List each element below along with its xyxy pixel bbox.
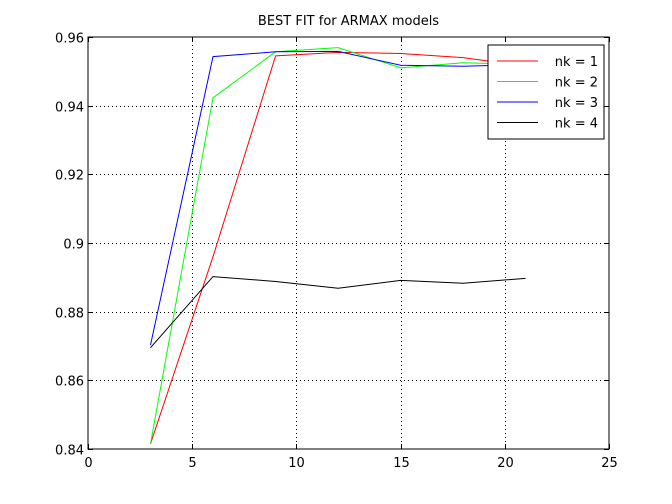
legend-label-nk-4: nk = 4 xyxy=(555,117,598,132)
axis-ticks xyxy=(88,37,610,450)
y-tick-label: 0.94 xyxy=(55,101,84,116)
series-line-nk-1 xyxy=(150,51,526,444)
chart-title: BEST FIT for ARMAX models xyxy=(258,14,439,29)
legend-label-nk-1: nk = 1 xyxy=(555,55,598,70)
x-tick-labels: 0 5 10 15 20 25 xyxy=(84,456,617,471)
y-tick-label: 0.96 xyxy=(55,32,84,47)
y-tick-labels: 0.84 0.86 0.88 0.9 0.92 0.94 0.96 xyxy=(55,32,84,459)
x-tick-label: 5 xyxy=(188,456,196,471)
legend-label-nk-2: nk = 2 xyxy=(555,76,598,91)
x-tick-label: 10 xyxy=(288,456,305,471)
legend-label-nk-3: nk = 3 xyxy=(555,96,598,111)
series-line-nk-3 xyxy=(150,50,526,346)
y-tick-label: 0.84 xyxy=(55,444,84,459)
legend: nk = 1 nk = 2 nk = 3 nk = 4 xyxy=(487,44,605,140)
y-tick-label: 0.9 xyxy=(63,238,84,253)
series-lines xyxy=(150,47,526,444)
x-tick-label: 25 xyxy=(601,456,618,471)
y-tick-label: 0.92 xyxy=(55,169,84,184)
y-tick-label: 0.86 xyxy=(55,375,84,390)
y-tick-label: 0.88 xyxy=(55,307,84,322)
legend-items: nk = 1 nk = 2 nk = 3 nk = 4 xyxy=(497,55,598,132)
x-tick-label: 15 xyxy=(393,456,410,471)
series-line-nk-4 xyxy=(150,276,526,349)
x-tick-label: 20 xyxy=(497,456,514,471)
x-tick-label: 0 xyxy=(84,456,92,471)
series-line-nk-2 xyxy=(150,47,526,444)
